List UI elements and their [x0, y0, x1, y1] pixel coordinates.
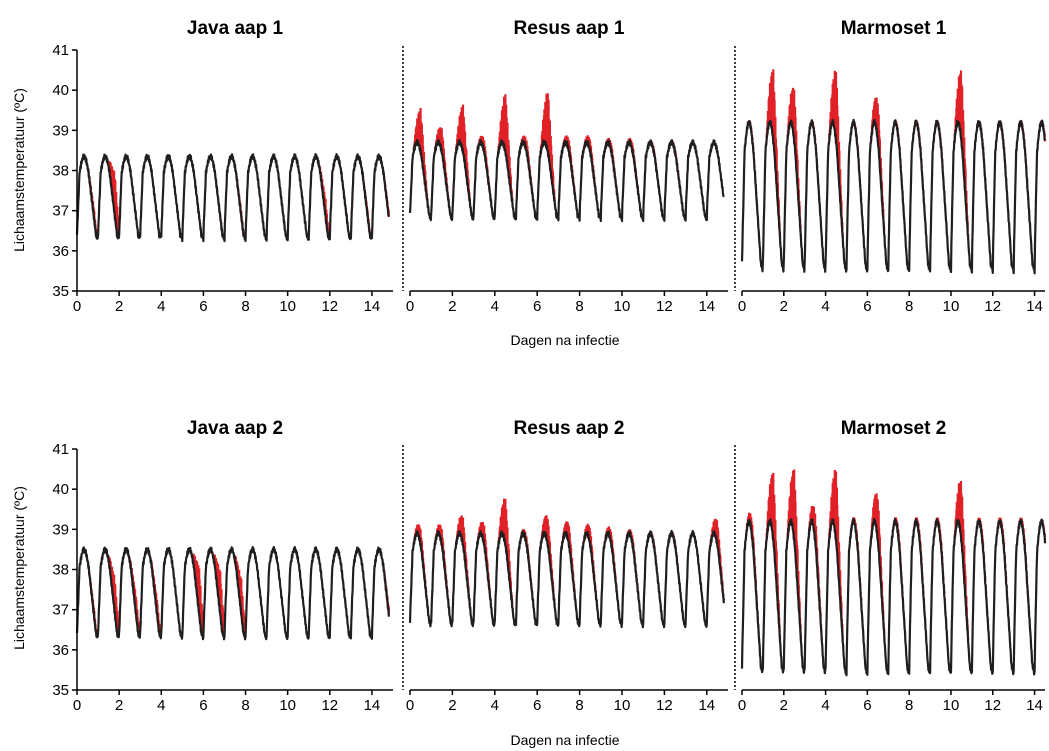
y-axis-label-bottom: Lichaamstemperatuur (ºC) — [11, 486, 27, 650]
y-tick-label: 36 — [52, 243, 69, 260]
x-tick-label: 12 — [321, 697, 338, 714]
baseline-temperature-series — [408, 529, 725, 629]
x-axis-label-bottom: Dagen na infectie — [511, 732, 620, 748]
x-tick-label: 8 — [575, 697, 583, 714]
x-tick-label: 14 — [364, 697, 381, 714]
x-axis-label-top: Dagen na infectie — [511, 332, 620, 348]
x-tick-label: 4 — [491, 298, 499, 315]
baseline-temperature-series — [408, 138, 725, 223]
x-tick-label: 10 — [614, 697, 631, 714]
y-tick-label: 41 — [52, 42, 69, 59]
y-axis-label-top: Lichaamstemperatuur (ºC) — [11, 88, 27, 252]
x-tick-label: 6 — [199, 298, 207, 315]
x-tick-label: 0 — [738, 697, 746, 714]
panel-title: Marmoset 2 — [841, 418, 947, 439]
observed-temperature-series — [744, 69, 1047, 245]
x-tick-label: 10 — [943, 298, 960, 315]
x-tick-label: 6 — [533, 298, 541, 315]
x-tick-label: 10 — [279, 298, 296, 315]
x-tick-label: 2 — [448, 697, 456, 714]
panel-5: Resus aap 2 0 2 4 6 8 10 12 14 — [402, 418, 728, 714]
panel-title: Java aap 1 — [187, 18, 284, 39]
x-tick-label: 14 — [698, 298, 715, 315]
y-tick-label: 35 — [52, 682, 69, 699]
x-tick-label: 2 — [115, 697, 123, 714]
y-tick-label: 40 — [52, 481, 69, 498]
x-tick-label: 0 — [406, 298, 414, 315]
x-tick-label: 12 — [656, 298, 673, 315]
x-tick-label: 8 — [241, 298, 249, 315]
x-tick-label: 4 — [821, 298, 829, 315]
x-tick-label: 8 — [575, 298, 583, 315]
panel-title: Java aap 2 — [187, 418, 283, 439]
y-tick-label: 39 — [52, 122, 69, 139]
x-tick-label: 0 — [73, 298, 81, 315]
panel-1: Java aap 1 35 36 37 38 39 40 41 0 2 4 6 8 10 12 14 — [52, 18, 393, 315]
baseline-temperature-series — [740, 518, 1047, 677]
x-tick-label: 0 — [406, 697, 414, 714]
panel-2: Resus aap 1 0 2 4 6 8 10 12 14 — [402, 18, 728, 315]
x-tick-label: 14 — [364, 298, 381, 315]
x-tick-label: 2 — [115, 298, 123, 315]
x-tick-label: 6 — [533, 697, 541, 714]
x-tick-label: 14 — [698, 697, 715, 714]
x-tick-label: 6 — [863, 697, 871, 714]
x-tick-label: 12 — [984, 697, 1001, 714]
x-tick-label: 10 — [279, 697, 296, 714]
x-tick-label: 10 — [943, 697, 960, 714]
x-tick-label: 4 — [821, 697, 829, 714]
x-tick-label: 2 — [780, 298, 788, 315]
panel-title: Marmoset 1 — [841, 18, 947, 39]
x-tick-label: 0 — [73, 697, 81, 714]
x-tick-label: 12 — [984, 298, 1001, 315]
x-tick-label: 8 — [905, 298, 913, 315]
y-tick-label: 38 — [52, 163, 69, 180]
x-tick-label: 6 — [863, 298, 871, 315]
y-tick-label: 36 — [52, 642, 69, 659]
panel-title: Resus aap 1 — [514, 18, 625, 39]
y-tick-label: 38 — [52, 562, 69, 579]
y-tick-label: 39 — [52, 521, 69, 538]
baseline-temperature-series — [75, 545, 390, 641]
y-tick-label: 40 — [52, 82, 69, 99]
observed-temperature-series — [744, 469, 1047, 647]
y-tick-label: 41 — [52, 441, 69, 458]
x-tick-label: 10 — [614, 298, 631, 315]
panel-4: Java aap 2 35 36 37 38 39 40 41 0 2 4 6 8 10 12 14 — [52, 418, 393, 714]
panel-title: Resus aap 2 — [514, 418, 625, 439]
observed-temperature-series — [85, 160, 390, 239]
panel-6: Marmoset 2 0 2 4 6 8 10 12 14 — [734, 418, 1047, 714]
x-tick-label: 8 — [905, 697, 913, 714]
panel-3: Marmoset 1 0 2 4 6 8 10 12 14 — [734, 18, 1047, 315]
x-tick-label: 14 — [1026, 697, 1043, 714]
y-tick-label: 37 — [52, 602, 69, 619]
x-tick-label: 6 — [199, 697, 207, 714]
y-tick-label: 35 — [52, 283, 69, 300]
x-tick-label: 4 — [157, 298, 165, 315]
x-tick-label: 4 — [491, 697, 499, 714]
baseline-temperature-series — [740, 118, 1046, 275]
x-tick-label: 2 — [448, 298, 456, 315]
x-tick-label: 12 — [656, 697, 673, 714]
x-tick-label: 12 — [321, 298, 338, 315]
baseline-temperature-series — [75, 153, 390, 243]
x-tick-label: 4 — [157, 697, 165, 714]
x-tick-label: 14 — [1026, 298, 1043, 315]
x-tick-label: 8 — [241, 697, 249, 714]
x-tick-label: 0 — [738, 298, 746, 315]
x-tick-label: 2 — [780, 697, 788, 714]
y-tick-label: 37 — [52, 203, 69, 220]
